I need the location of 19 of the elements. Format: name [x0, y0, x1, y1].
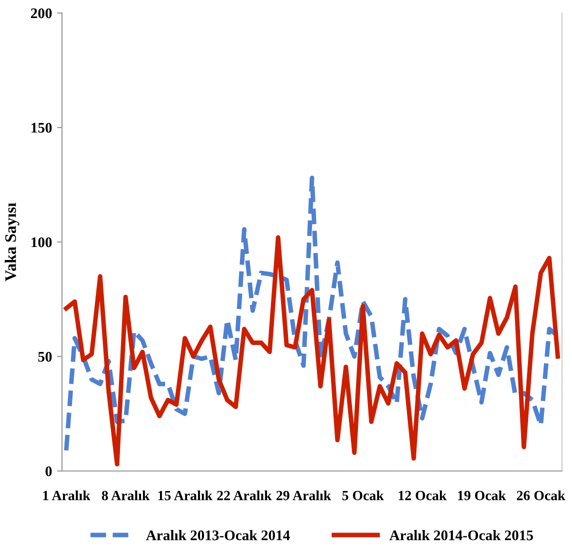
legend-label: Aralık 2014-Ocak 2015	[389, 530, 533, 540]
legend-label: Aralık 2013-Ocak 2014	[146, 530, 290, 540]
y-tick-label: 50	[38, 352, 52, 362]
x-tick-label: 5 Ocak	[342, 490, 384, 500]
line-series	[64, 176, 560, 453]
y-tick-label: 150	[32, 122, 52, 133]
x-tick-label: 26 Ocak	[516, 490, 566, 500]
x-tick-label: 1 Aralık	[43, 490, 90, 500]
x-tick-label: 22 Aralık	[217, 490, 272, 500]
line-series	[64, 235, 560, 466]
x-tick-label: 19 Ocak	[458, 490, 506, 500]
y-tick-label: 0	[46, 466, 52, 476]
y-tick-label: 100	[32, 237, 52, 248]
y-axis-title: Vaka Sayısı	[4, 202, 20, 282]
x-tick-label: 8 Aralık	[102, 490, 150, 500]
y-tick-label: 200	[31, 8, 52, 18]
x-tick-label: 29 Aralık	[276, 490, 332, 500]
x-tick-label: 15 Aralık	[158, 490, 212, 500]
x-tick-label: 12 Ocak	[398, 490, 447, 500]
